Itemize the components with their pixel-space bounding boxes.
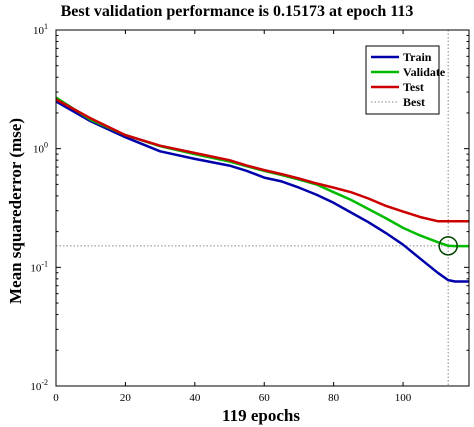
legend-label-validate: Validate [403,65,446,79]
best-point-marker [438,236,458,256]
series-line-validate [55,96,469,248]
plot-frame [55,29,470,387]
x-axis-title: 119 epochs [222,406,300,425]
legend-label-test: Test [403,80,424,94]
x-tick-label: 100 [395,392,412,404]
y-tick-label: 100 [33,141,48,156]
x-tick-label: 40 [189,392,201,404]
y-tick-label: 10-2 [30,378,48,393]
series-line-test [55,98,469,223]
x-tick-label: 80 [328,392,340,404]
legend-label-train: Train [403,50,432,64]
x-tick-label: 60 [259,392,271,404]
series-line-train [55,100,469,283]
y-tick-label: 10-1 [30,259,48,274]
y-tick-label: 101 [33,22,48,37]
legend-label-best: Best [403,95,425,109]
y-axis-title: Mean squarederror (mse) [6,118,25,304]
x-tick-label: 0 [53,392,59,404]
chart-title: Best validation performance is 0.15173 a… [60,3,414,20]
x-tick-label: 20 [120,392,132,404]
